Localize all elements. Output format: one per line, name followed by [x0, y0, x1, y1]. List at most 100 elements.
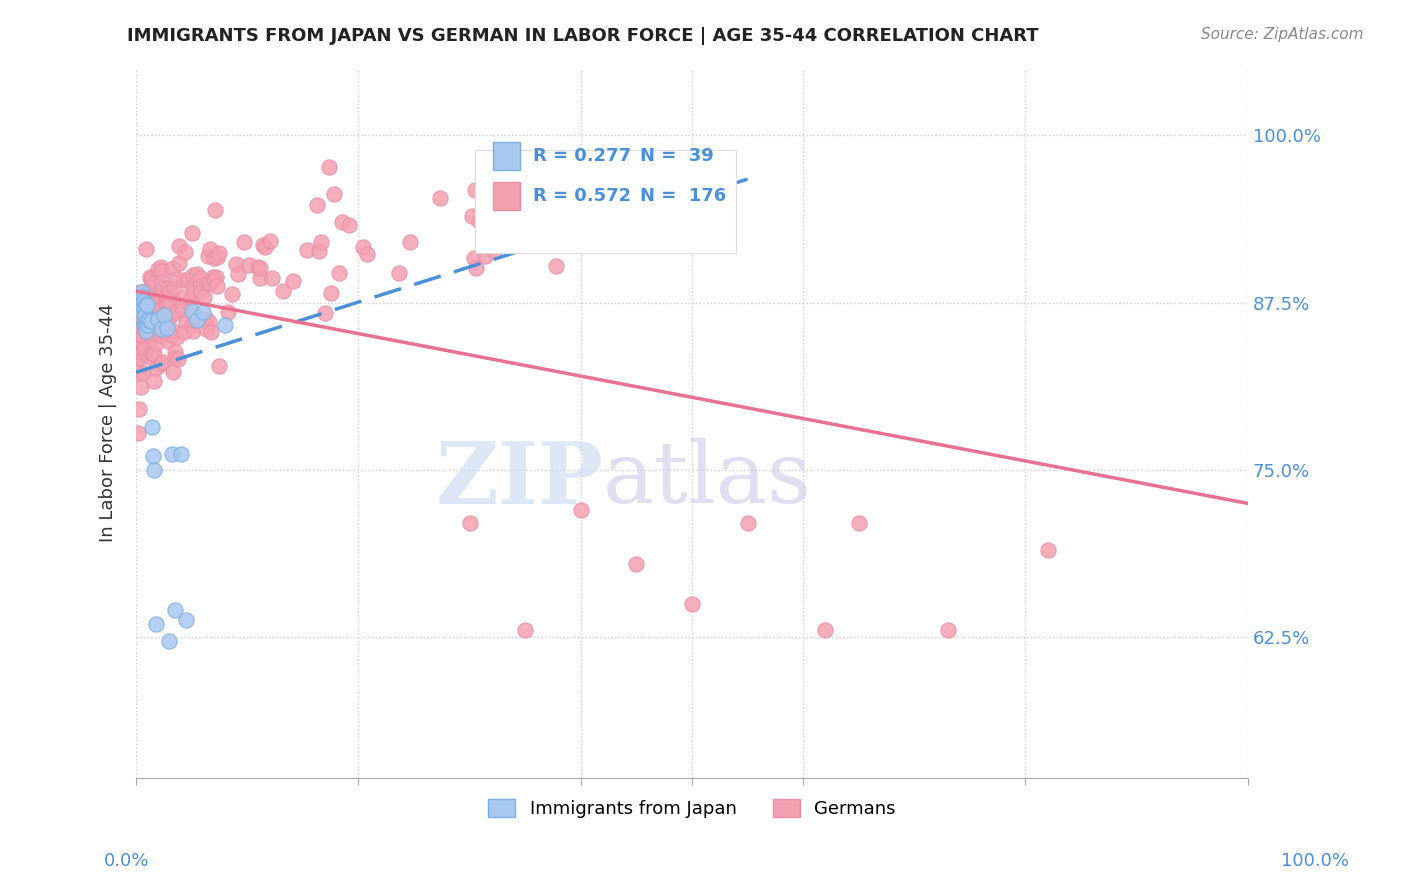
Point	[195, 277, 218, 291]
Legend: Immigrants from Japan, Germans: Immigrants from Japan, Germans	[481, 791, 903, 825]
Point	[127, 295, 149, 310]
Point	[129, 292, 152, 306]
Point	[703, 169, 725, 183]
Point	[139, 280, 162, 294]
Point	[307, 198, 329, 212]
Point	[136, 320, 159, 334]
Point	[174, 315, 197, 329]
Point	[143, 374, 166, 388]
Point	[150, 323, 173, 337]
Point	[328, 266, 350, 280]
Point	[228, 267, 250, 281]
Point	[156, 321, 179, 335]
Point	[314, 306, 336, 320]
Point	[156, 334, 179, 349]
Point	[180, 291, 202, 305]
Point	[505, 178, 527, 193]
Point	[191, 305, 214, 319]
Point	[166, 305, 188, 319]
Point	[159, 634, 181, 648]
Point	[132, 342, 155, 356]
Point	[132, 290, 155, 304]
Point	[848, 516, 870, 531]
Point	[337, 218, 360, 232]
Point	[388, 266, 411, 280]
Point	[139, 273, 162, 287]
Point	[129, 302, 152, 317]
Point	[143, 347, 166, 361]
Point	[132, 316, 155, 330]
Text: ZIP: ZIP	[436, 438, 603, 522]
Point	[330, 214, 353, 228]
Point	[132, 294, 155, 309]
Point	[217, 305, 239, 319]
Point	[146, 320, 169, 334]
Point	[156, 286, 179, 301]
Point	[138, 350, 160, 364]
Point	[246, 260, 269, 275]
Point	[399, 235, 422, 249]
Point	[135, 324, 157, 338]
Point	[145, 360, 167, 375]
Point	[461, 210, 484, 224]
Point	[198, 242, 221, 256]
Point	[127, 311, 149, 326]
Point	[249, 260, 271, 275]
Point	[162, 279, 184, 293]
Point	[190, 285, 212, 300]
Point	[193, 290, 215, 304]
Point	[167, 352, 190, 367]
Point	[148, 311, 170, 326]
Text: N =  39: N = 39	[640, 146, 713, 165]
Point	[129, 380, 152, 394]
Point	[132, 300, 155, 314]
Point	[138, 320, 160, 334]
Point	[253, 240, 276, 254]
Point	[153, 308, 176, 322]
Point	[155, 291, 177, 305]
Text: IMMIGRANTS FROM JAPAN VS GERMAN IN LABOR FORCE | AGE 35-44 CORRELATION CHART: IMMIGRANTS FROM JAPAN VS GERMAN IN LABOR…	[127, 27, 1038, 45]
Point	[195, 311, 218, 326]
Point	[150, 276, 173, 290]
Point	[221, 287, 243, 301]
Point	[131, 345, 153, 359]
Point	[214, 318, 236, 333]
Point	[157, 281, 180, 295]
Point	[186, 313, 208, 327]
Point	[136, 328, 159, 343]
Point	[190, 279, 212, 293]
Point	[177, 273, 200, 287]
Point	[142, 344, 165, 359]
Point	[163, 351, 186, 365]
Point	[128, 402, 150, 417]
Point	[530, 226, 553, 240]
Point	[128, 365, 150, 379]
Point	[134, 309, 156, 323]
Point	[127, 328, 149, 343]
Point	[515, 624, 537, 638]
Point	[173, 273, 195, 287]
Point	[163, 345, 186, 359]
Point	[139, 314, 162, 328]
Point	[318, 160, 340, 174]
Point	[138, 326, 160, 340]
Point	[134, 293, 156, 307]
Point	[139, 270, 162, 285]
Point	[143, 276, 166, 290]
Point	[139, 346, 162, 360]
Point	[463, 251, 485, 265]
Text: N =  176: N = 176	[640, 187, 725, 205]
Point	[129, 285, 152, 300]
Point	[138, 313, 160, 327]
Point	[162, 366, 184, 380]
Point	[200, 276, 222, 290]
FancyBboxPatch shape	[494, 142, 520, 169]
Text: 100.0%: 100.0%	[1281, 852, 1348, 870]
Point	[208, 246, 231, 260]
Point	[183, 285, 205, 300]
Point	[128, 351, 150, 365]
Point	[180, 303, 202, 318]
Point	[295, 243, 318, 257]
Point	[238, 258, 260, 272]
Point	[259, 235, 281, 249]
